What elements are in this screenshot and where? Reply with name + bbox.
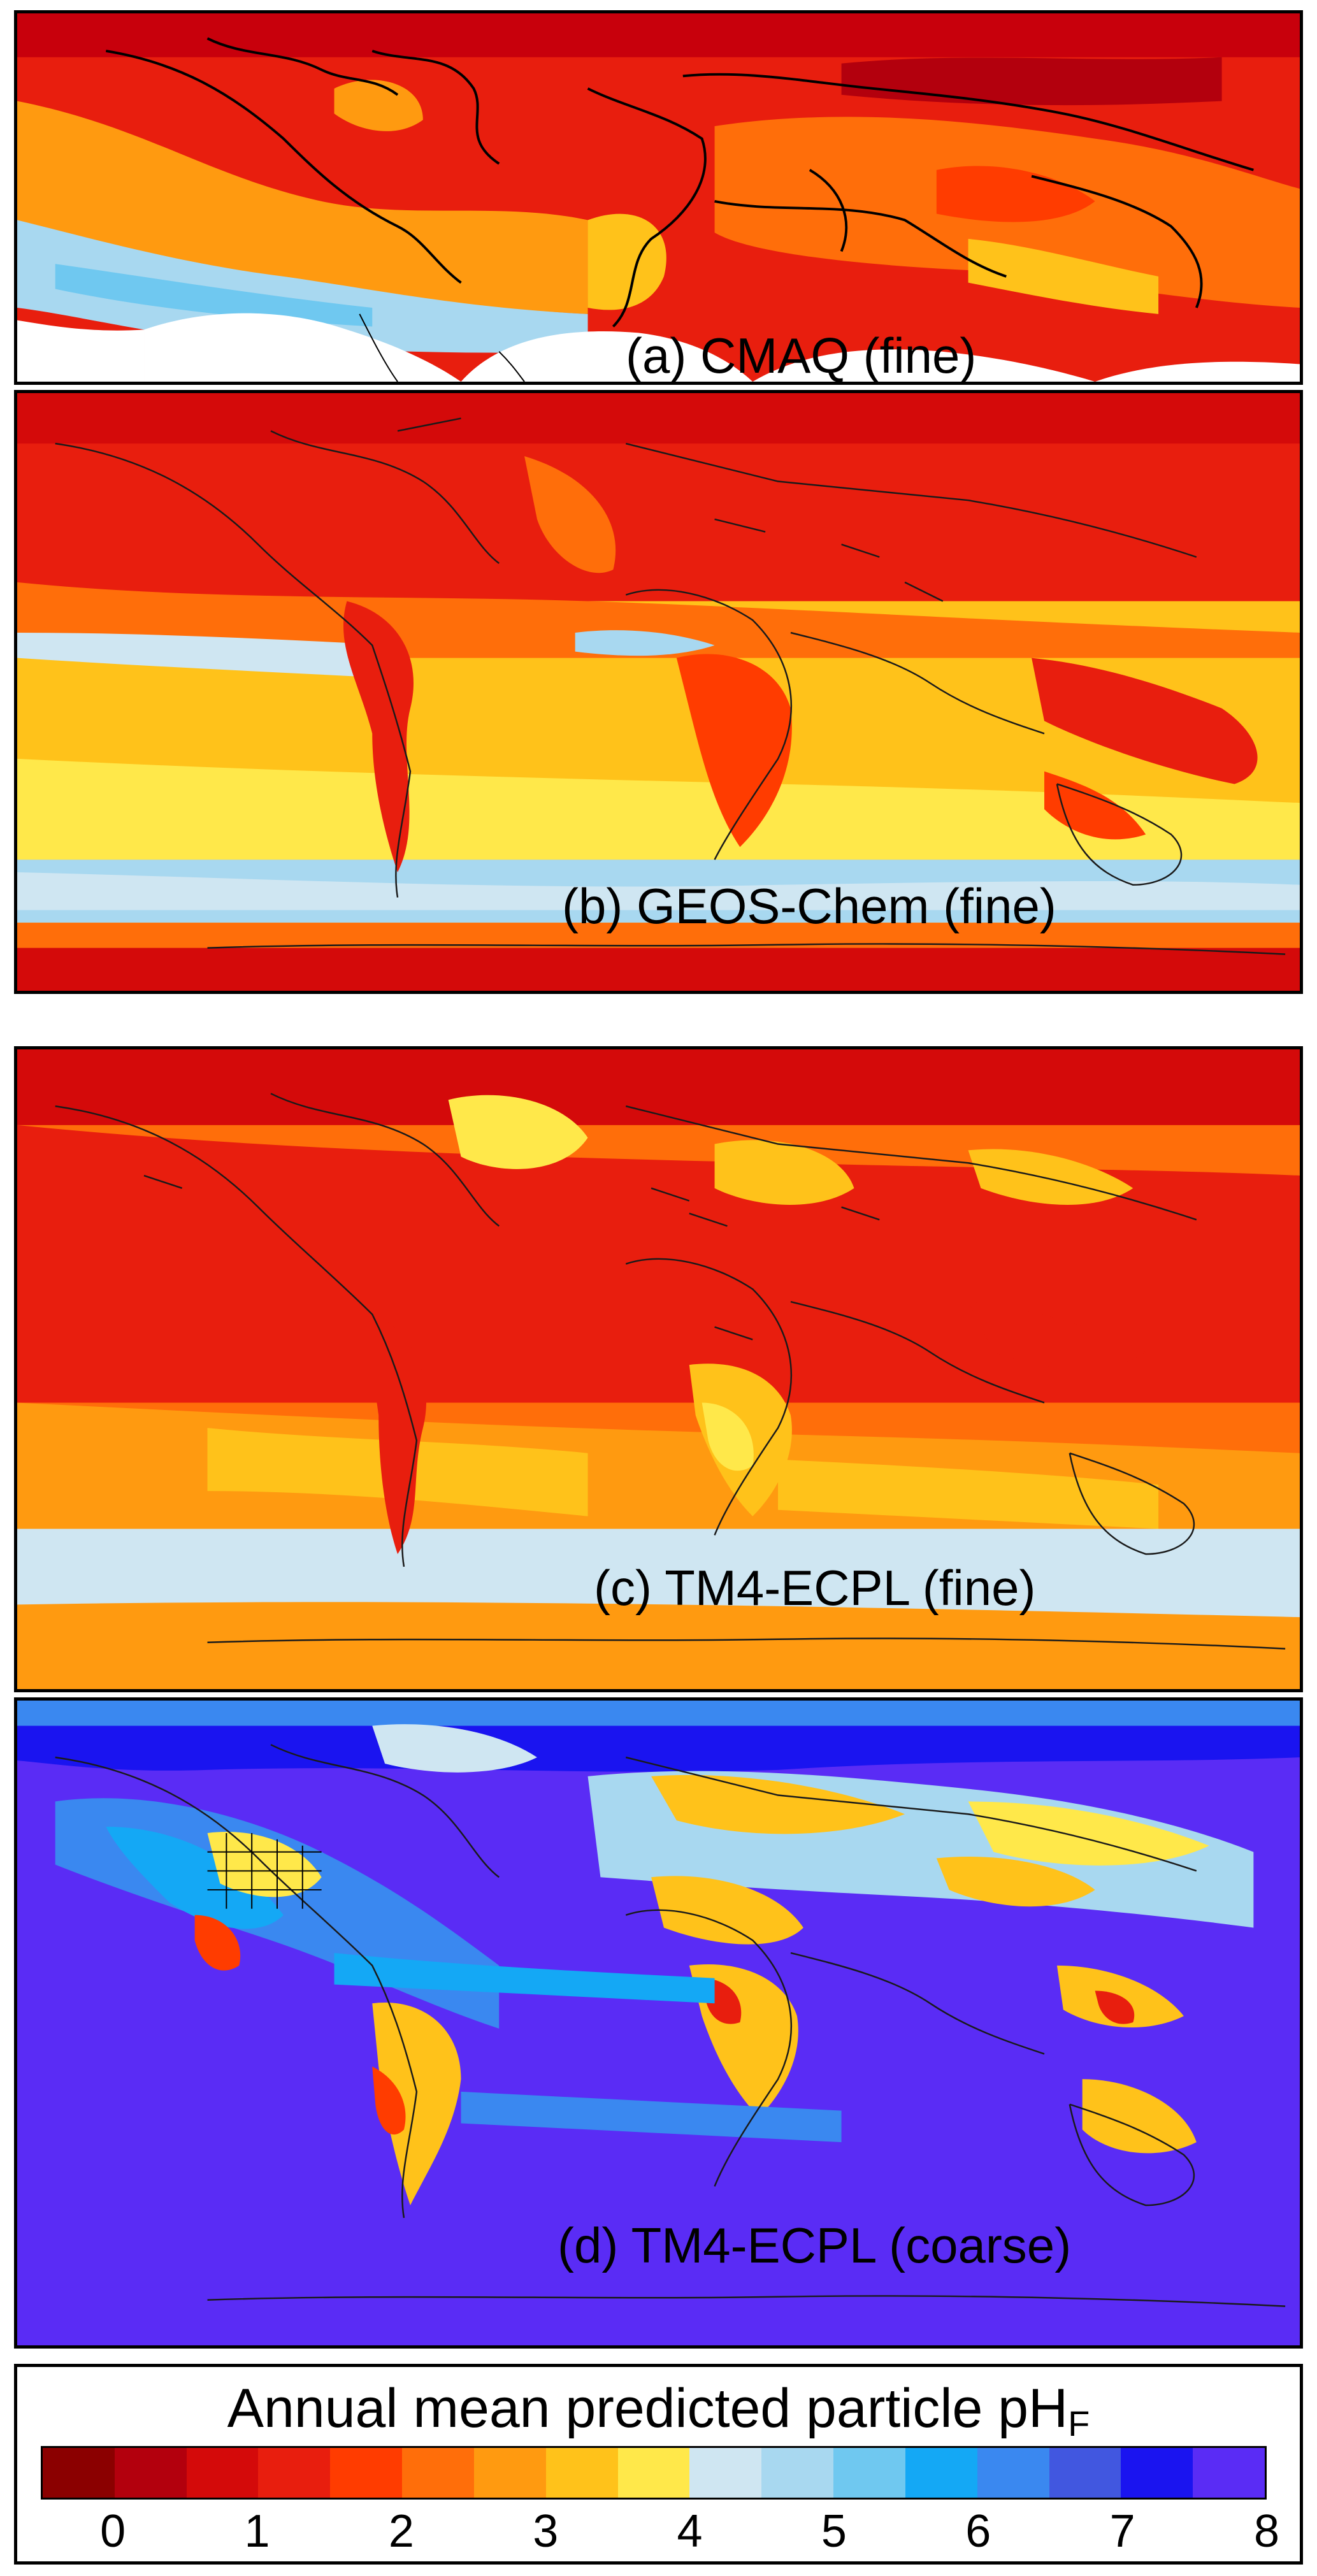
panel-label-c: (c) TM4-ECPL (fine) (594, 1560, 1036, 1616)
map-panel-a: (a) CMAQ (fine) (14, 10, 1303, 385)
colorbar-cell (1121, 2448, 1193, 2498)
colorbar-tick-label: 6 (965, 2506, 991, 2557)
colorbar-tick-label: 0 (100, 2506, 126, 2557)
map-panel-b: (b) GEOS-Chem (fine) (14, 390, 1303, 994)
colorbar-cell (617, 2448, 690, 2498)
colorbar-cell (258, 2448, 331, 2498)
legend-title: Annual mean predicted particle pHF (17, 2381, 1300, 2442)
colorbar-tick-label: 4 (677, 2506, 703, 2557)
colorbar-cell (833, 2448, 905, 2498)
legend-title-main: Annual mean predicted particle pH (227, 2378, 1069, 2439)
map-panel-d: (d) TM4-ECPL (coarse) (14, 1697, 1303, 2349)
colorbar-cell (43, 2448, 115, 2498)
colorbar-cell (1193, 2448, 1265, 2498)
map-geos-chem-fine (17, 393, 1300, 991)
colorbar-tick-label: 8 (1253, 2506, 1280, 2557)
colorbar-cell (186, 2448, 259, 2498)
colorbar-cell (905, 2448, 977, 2498)
map-tm4-ecpl-coarse (17, 1701, 1300, 2345)
colorbar-tick-label: 7 (1109, 2506, 1135, 2557)
colorbar-legend: Annual mean predicted particle pHF 0 1 2 3 4… (14, 2364, 1303, 2565)
colorbar-cell (1049, 2448, 1121, 2498)
map-tm4-ecpl-fine (17, 1049, 1300, 1689)
colorbar-cell (977, 2448, 1049, 2498)
panel-label-b: (b) GEOS-Chem (fine) (562, 878, 1056, 934)
colorbar-ticks: 0 1 2 3 4 5 6 7 8 (41, 2506, 1279, 2559)
legend-title-subscript: F (1068, 2403, 1090, 2443)
colorbar-cell (402, 2448, 474, 2498)
colorbar-tick-label: 2 (388, 2506, 414, 2557)
colorbar-cell (545, 2448, 618, 2498)
map-cmaq-fine (17, 13, 1300, 382)
colorbar (41, 2446, 1267, 2500)
colorbar-cell (473, 2448, 546, 2498)
panel-label-a: (a) CMAQ (fine) (626, 327, 977, 384)
colorbar-cell (689, 2448, 762, 2498)
colorbar-tick-label: 1 (244, 2506, 270, 2557)
colorbar-tick-label: 5 (821, 2506, 847, 2557)
map-panel-c: (c) TM4-ECPL (fine) (14, 1046, 1303, 1692)
colorbar-cell (761, 2448, 834, 2498)
colorbar-cell (114, 2448, 187, 2498)
panel-label-d: (d) TM4-ECPL (coarse) (558, 2217, 1072, 2273)
colorbar-tick-label: 3 (533, 2506, 559, 2557)
colorbar-cell (330, 2448, 403, 2498)
